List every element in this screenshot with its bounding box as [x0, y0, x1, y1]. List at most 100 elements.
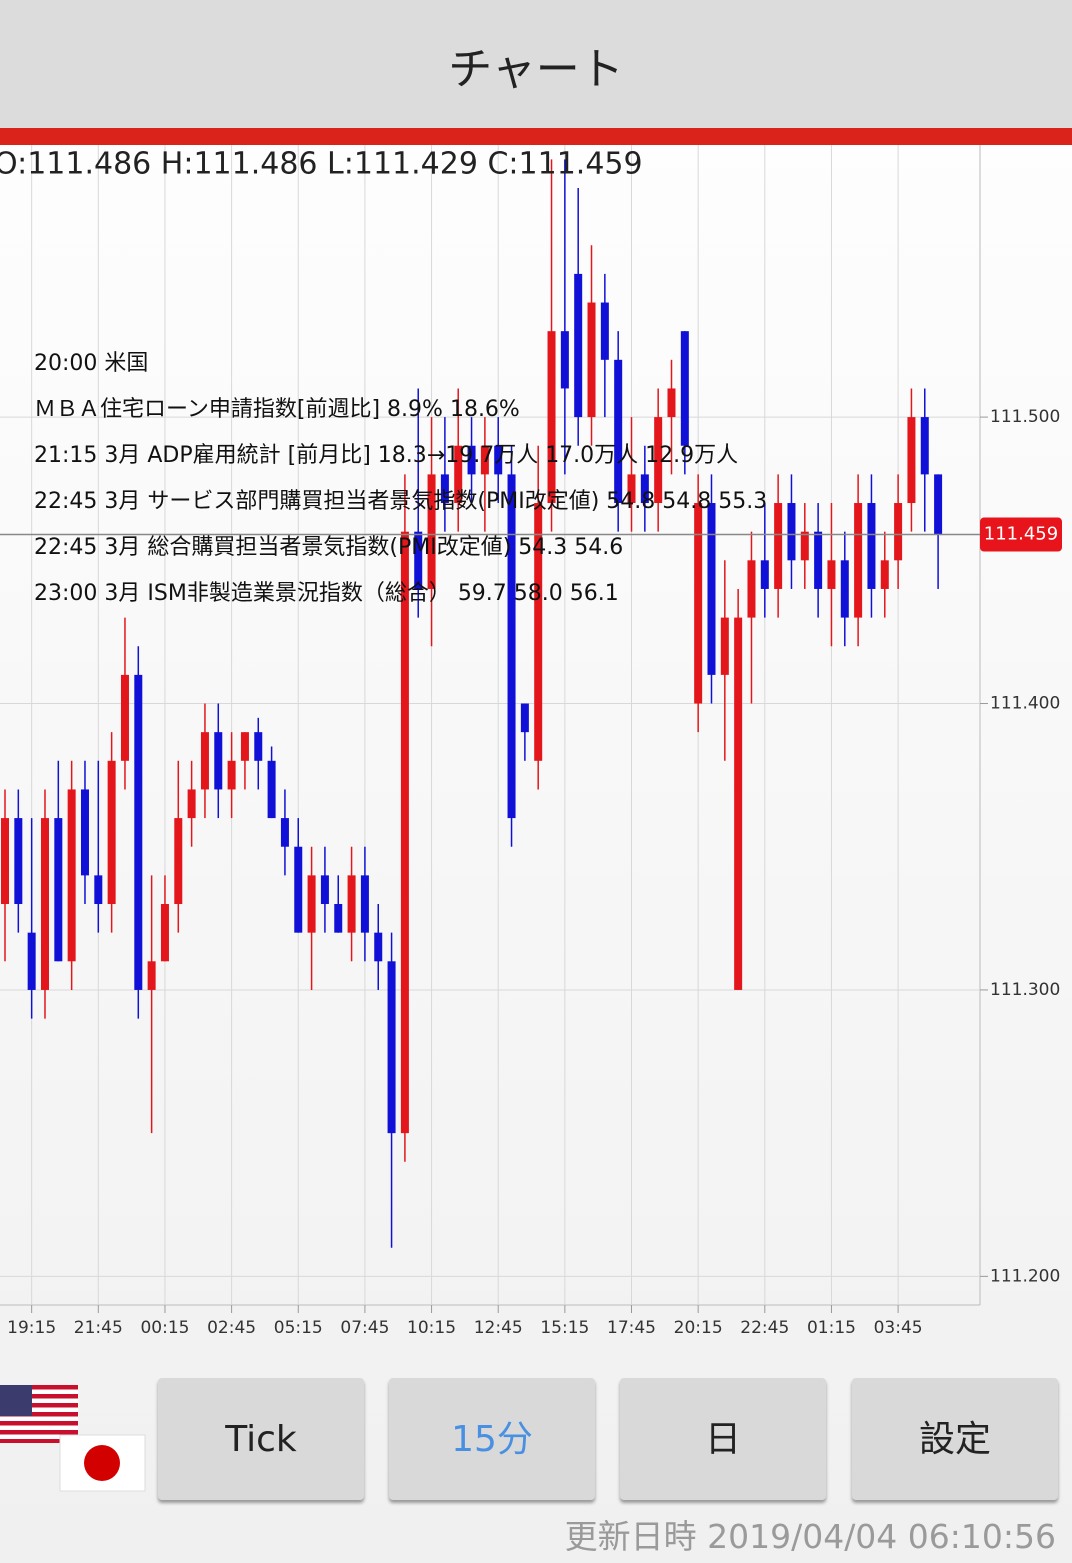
x-tick-label: 15:15: [540, 1318, 589, 1338]
candle-body: [27, 932, 36, 990]
candle-body: [787, 503, 796, 561]
last-price-box: [980, 517, 1062, 552]
candle-body: [600, 302, 609, 360]
x-tick-label: 21:45: [74, 1318, 123, 1338]
candle-body: [547, 331, 556, 504]
candle-body: [400, 531, 409, 1134]
candle-body: [627, 474, 636, 504]
us-flag: [0, 1385, 78, 1443]
candle-body: [920, 417, 929, 475]
chart: 111.200 111.300 111.400 111.500 19:15 21:45 00…: [0, 145, 1062, 1338]
candle-body: [387, 961, 396, 1134]
candle-body: [867, 503, 876, 589]
x-tick-label: 17:45: [607, 1318, 656, 1338]
candle-body: [54, 818, 63, 962]
x-tick-label: 20:15: [674, 1318, 723, 1338]
candle-body: [507, 474, 516, 819]
candle-body: [440, 474, 449, 504]
candle-body: [294, 846, 303, 933]
candle-body: [187, 789, 196, 819]
candle-body: [147, 961, 156, 990]
candle-body: [480, 445, 489, 475]
last-price-label: 111.459: [984, 524, 1058, 545]
x-tick-label: 01:15: [807, 1318, 856, 1338]
event-text: 22:45 3月 総合購買担当者景気指数(PMI改定値) 54.3 54.6: [34, 535, 623, 560]
candle-body: [880, 560, 889, 589]
candle-body: [694, 503, 703, 704]
15min-button[interactable]: 15分: [389, 1378, 595, 1500]
candle-body: [334, 904, 343, 933]
candle-body: [560, 331, 569, 389]
update-time: 更新日時 2019/04/04 06:10:56: [564, 1517, 1056, 1556]
candle-body: [80, 789, 89, 876]
x-tick-label: 00:15: [140, 1318, 189, 1338]
y-tick-label: 111.200: [990, 1266, 1060, 1286]
candle-body: [827, 560, 836, 589]
event-text: 23:00 3月 ISM非製造業景況指数（総合） 59.7 58.0 56.1: [34, 581, 619, 606]
candle-body: [574, 273, 583, 418]
y-tick-label: 111.300: [990, 980, 1060, 1000]
candle-body: [1, 818, 9, 905]
candle-body: [427, 474, 436, 589]
x-tick-label: 19:15: [7, 1318, 56, 1338]
event-text: 22:45 3月 サービス部門購買担当者景気指数(PMI改定値) 54.8 54…: [34, 489, 767, 514]
candle-body: [174, 818, 183, 905]
candle-body: [734, 617, 743, 990]
x-tick-label: 12:45: [474, 1318, 523, 1338]
candle-body: [840, 560, 849, 618]
candle-body: [134, 674, 143, 990]
candle-body: [534, 503, 543, 761]
x-tick-label: 07:45: [340, 1318, 389, 1338]
candle-body: [894, 503, 903, 561]
candle-body: [40, 818, 49, 990]
x-tick-label: 22:45: [740, 1318, 789, 1338]
header-title: チャート: [0, 0, 1072, 145]
candle-body: [347, 875, 356, 933]
candle-body: [254, 732, 263, 761]
x-tick-label: 03:45: [874, 1318, 923, 1338]
y-tick-label: 111.500: [990, 407, 1060, 427]
tick-button[interactable]: Tick: [158, 1378, 364, 1500]
flags: [0, 1385, 146, 1492]
x-tick-label: 10:15: [407, 1318, 456, 1338]
candle-body: [907, 417, 916, 504]
candle-body: [854, 503, 863, 618]
x-tick-label: 05:15: [274, 1318, 323, 1338]
candle-body: [374, 932, 383, 962]
candle-body: [760, 560, 769, 589]
candle-body: [360, 875, 369, 933]
candle-body: [467, 445, 476, 475]
candle-body: [320, 875, 329, 905]
candle-body: [307, 875, 316, 933]
candle-body: [747, 560, 756, 618]
day-button[interactable]: 日: [620, 1378, 826, 1500]
candle-body: [800, 531, 809, 561]
candle-body: [667, 388, 676, 418]
candle-body: [267, 760, 276, 819]
candle-body: [934, 474, 943, 535]
candle-body: [14, 818, 23, 905]
candle-body: [227, 760, 236, 790]
candle-body: [720, 617, 729, 675]
candle-body: [200, 732, 209, 790]
ohlc-text: O:111.486 H:111.486 L:111.429 C:111.459: [0, 147, 643, 182]
candle-body: [614, 359, 623, 504]
candle-body: [214, 732, 223, 790]
candle-body: [494, 445, 503, 475]
candle-body: [160, 904, 169, 962]
event-text: 20:00 米国: [34, 351, 148, 376]
candle-body: [107, 760, 116, 905]
x-tick-label: 02:45: [207, 1318, 256, 1338]
candle-body: [774, 503, 783, 589]
candle-body: [240, 732, 249, 761]
candle-body: [94, 875, 103, 905]
jp-flag: [59, 1434, 146, 1492]
candle-body: [707, 503, 716, 675]
candle-body: [520, 703, 529, 733]
candle-body: [454, 445, 463, 504]
candle-body: [654, 417, 663, 504]
settings-button[interactable]: 設定: [852, 1378, 1058, 1500]
candle-body: [814, 531, 823, 589]
event-text: 21:15 3月 ADP雇用統計 [前月比] 18.3→19.7万人 17.0万…: [34, 443, 738, 468]
